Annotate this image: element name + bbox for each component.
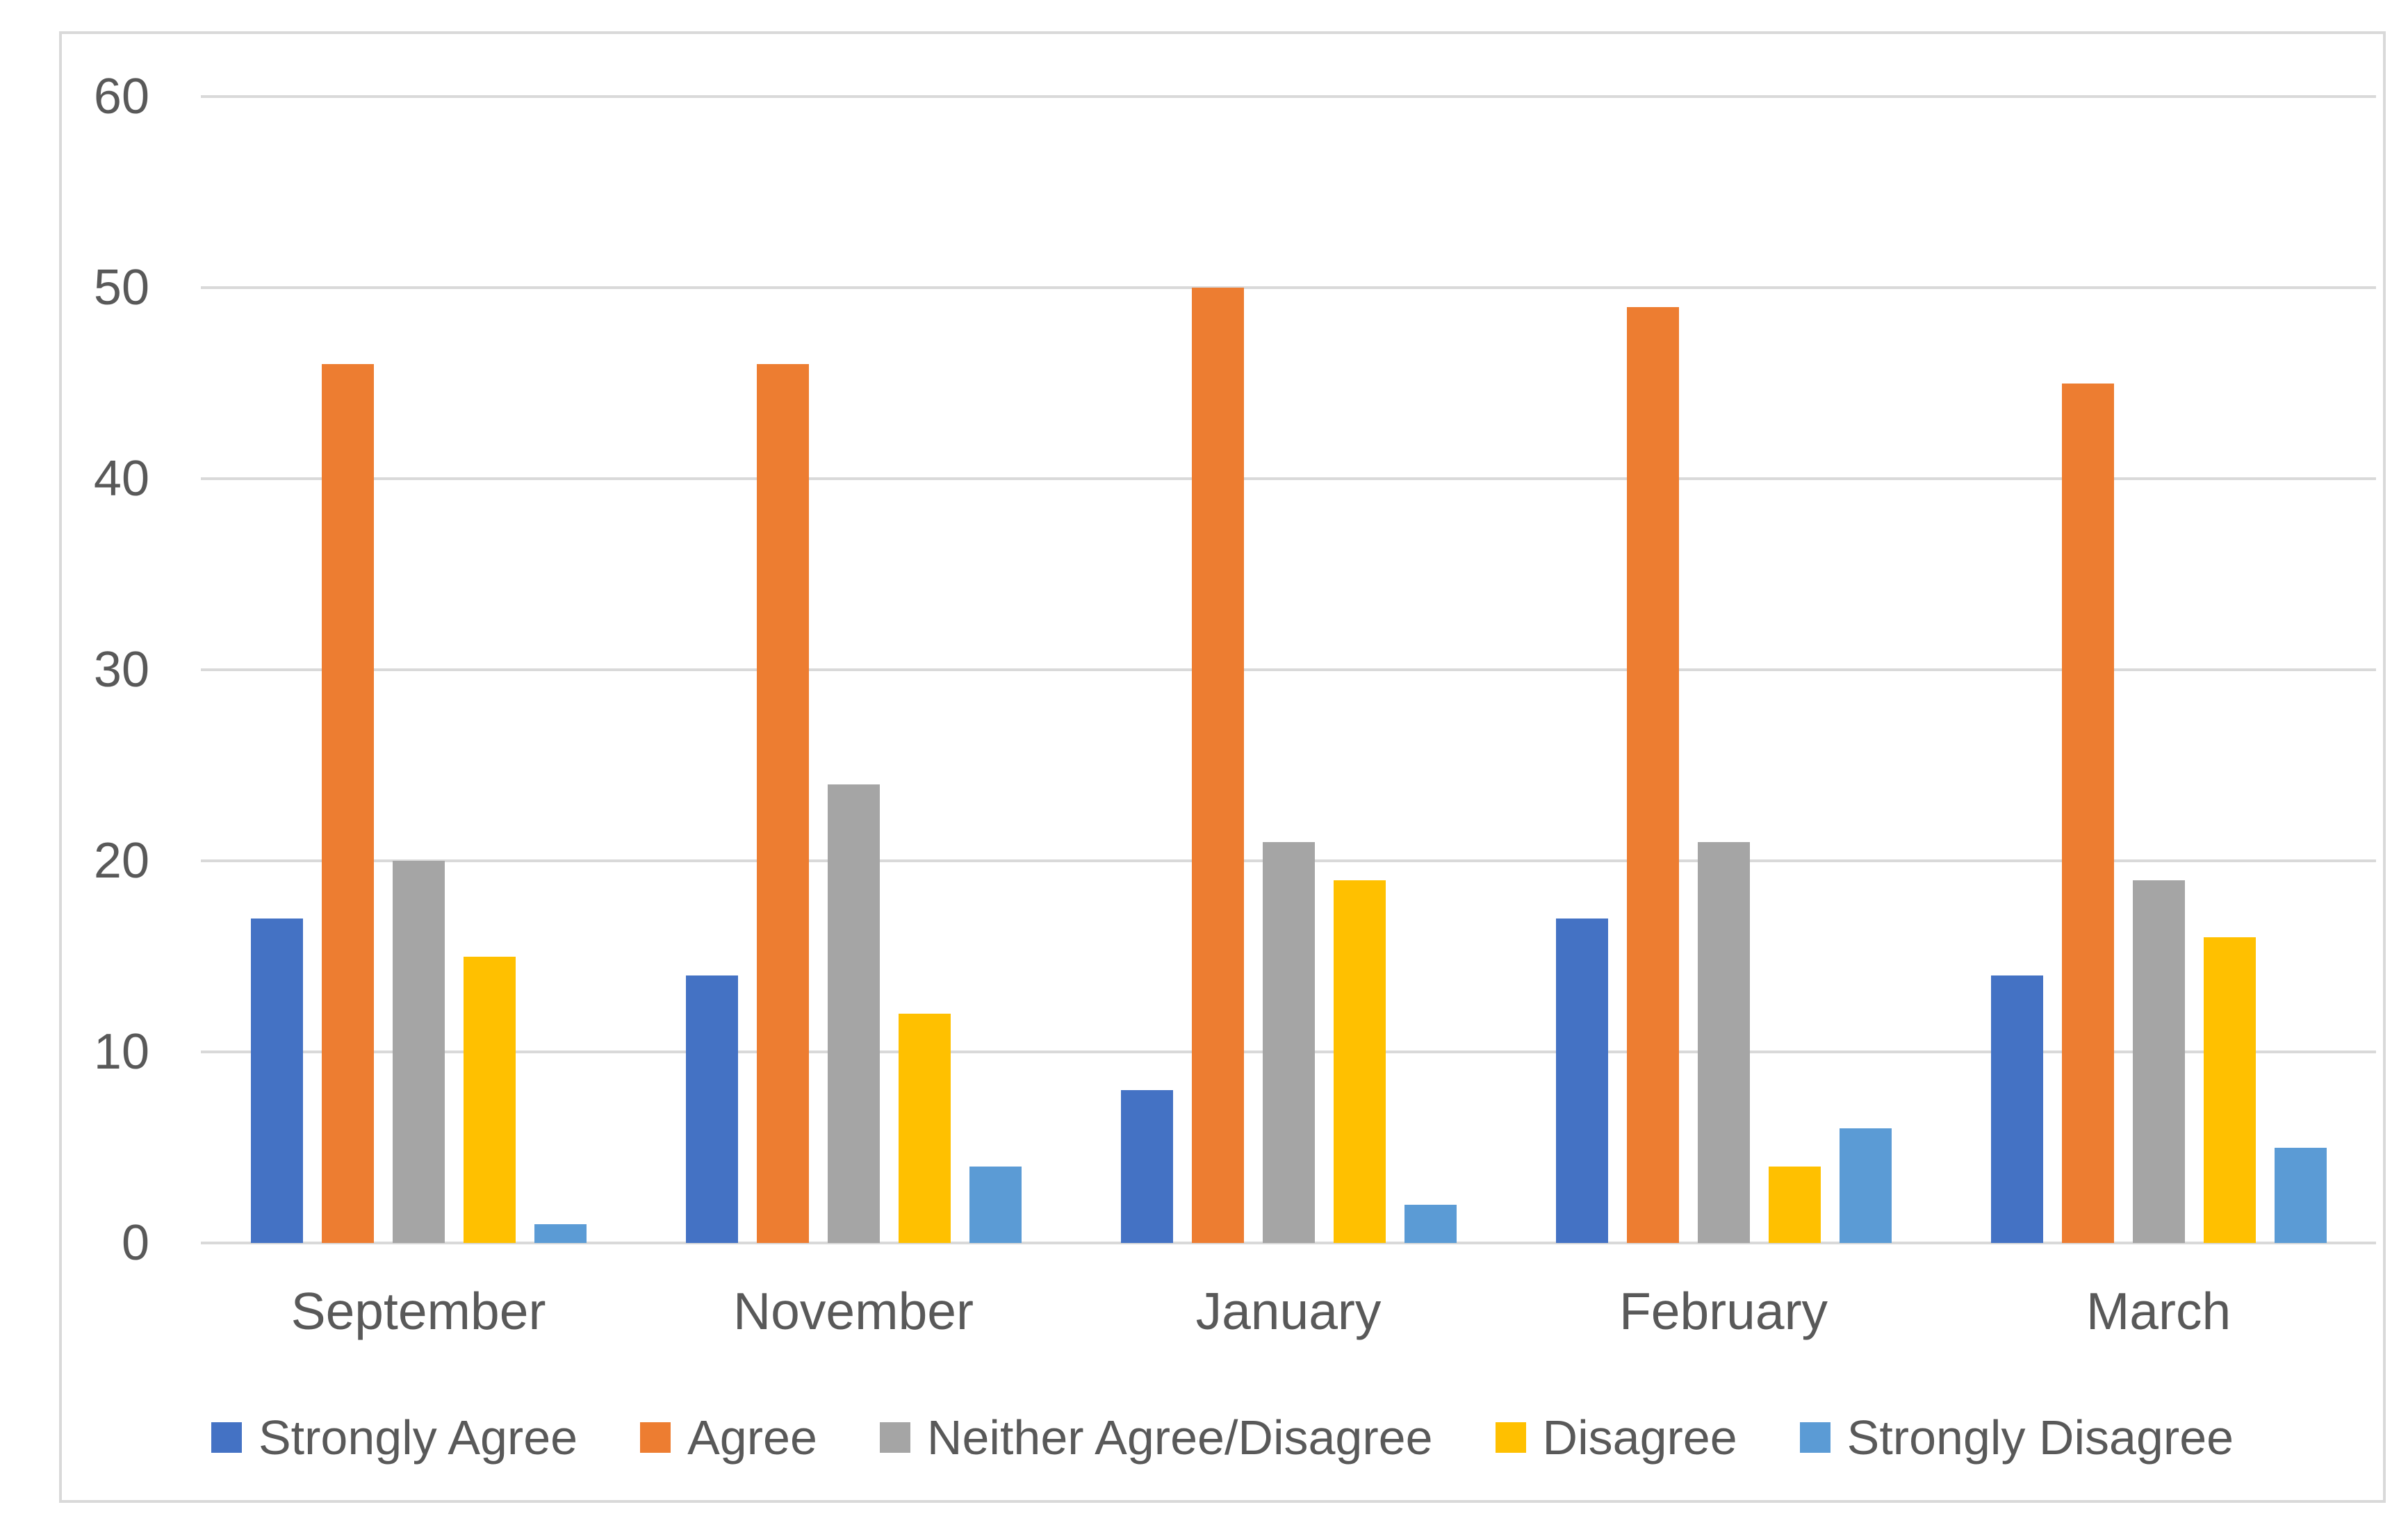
y-axis: 0 10 20 30 40 50 60 xyxy=(62,72,149,1268)
y-axis-tick-label-20: 20 xyxy=(93,833,149,889)
bar-january-agree xyxy=(1191,288,1244,1243)
gridline-50 xyxy=(201,286,2376,289)
legend-item-disagree: Disagree xyxy=(1495,1410,1737,1465)
legend-item-strongly-agree: Strongly Agree xyxy=(211,1410,578,1465)
legend-item-neither-agree-disagree: Neither Agree/Disagree xyxy=(879,1410,1433,1465)
legend-label-agree: Agree xyxy=(687,1410,817,1465)
bar-march-agree xyxy=(2061,383,2114,1243)
y-axis-tick-label-10: 10 xyxy=(93,1024,149,1080)
bar-groups-layer xyxy=(201,97,2376,1243)
y-axis-tick-label-60: 60 xyxy=(93,69,149,124)
x-axis-label-january: January xyxy=(1195,1282,1382,1340)
x-axis-label-february: February xyxy=(1619,1282,1828,1340)
legend-swatch-agree xyxy=(640,1422,671,1453)
bar-january-disagree xyxy=(1333,880,1386,1243)
bar-november-agree xyxy=(756,364,809,1243)
bar-january-strongly-disagree xyxy=(1404,1205,1457,1243)
y-axis-tick-label-40: 40 xyxy=(93,451,149,507)
x-axis-label-september: September xyxy=(290,1282,546,1340)
legend-swatch-strongly-agree xyxy=(211,1422,242,1453)
bar-february-neither-agree-disagree xyxy=(1697,841,1750,1243)
legend-swatch-neither-agree-disagree xyxy=(879,1422,910,1453)
x-axis-labels: September November January February March xyxy=(201,1281,2376,1341)
gridline-30 xyxy=(201,668,2376,671)
bar-january-strongly-agree xyxy=(1120,1090,1173,1243)
bar-february-strongly-agree xyxy=(1555,918,1608,1243)
bar-march-strongly-agree xyxy=(1990,975,2043,1243)
x-axis-label-november: November xyxy=(733,1282,974,1340)
legend-label-strongly-disagree: Strongly Disagree xyxy=(1846,1410,2234,1465)
legend-label-disagree: Disagree xyxy=(1542,1410,1737,1465)
legend-label-strongly-agree: Strongly Agree xyxy=(258,1410,578,1465)
bar-group-march xyxy=(1941,97,2376,1243)
bar-january-neither-agree-disagree xyxy=(1262,841,1315,1243)
bar-september-agree xyxy=(321,364,374,1243)
bar-november-strongly-disagree xyxy=(969,1167,1022,1243)
y-axis-tick-label-50: 50 xyxy=(93,260,149,315)
legend-label-neither-agree-disagree: Neither Agree/Disagree xyxy=(926,1410,1433,1465)
gridline-60 xyxy=(201,95,2376,98)
bar-march-strongly-disagree xyxy=(2274,1147,2327,1243)
bar-groups xyxy=(201,97,2376,1243)
bar-march-neither-agree-disagree xyxy=(2132,880,2185,1243)
plot-area xyxy=(201,95,2376,1244)
legend-swatch-disagree xyxy=(1495,1422,1526,1453)
legend-item-agree: Agree xyxy=(640,1410,817,1465)
bar-september-disagree xyxy=(463,956,516,1243)
bar-february-disagree xyxy=(1768,1167,1821,1243)
y-axis-tick-label-0: 0 xyxy=(121,1215,149,1271)
bar-september-strongly-agree xyxy=(250,918,303,1243)
bar-group-february xyxy=(1506,97,1941,1243)
bar-november-strongly-agree xyxy=(685,975,738,1243)
bar-group-january xyxy=(1071,97,1506,1243)
bar-november-disagree xyxy=(898,1014,951,1243)
bar-november-neither-agree-disagree xyxy=(827,784,880,1243)
bar-february-agree xyxy=(1626,306,1679,1243)
legend-swatch-strongly-disagree xyxy=(1799,1422,1830,1453)
x-axis-line xyxy=(201,1242,2376,1244)
legend-item-strongly-disagree: Strongly Disagree xyxy=(1799,1410,2234,1465)
bar-group-september xyxy=(201,97,636,1243)
bar-february-strongly-disagree xyxy=(1839,1128,1892,1243)
bar-march-disagree xyxy=(2203,937,2256,1243)
chart-frame: 0 10 20 30 40 50 60 September November January Fe… xyxy=(59,31,2386,1503)
gridline-40 xyxy=(201,477,2376,481)
x-axis-label-march: March xyxy=(2086,1282,2231,1340)
bar-group-november xyxy=(636,97,1071,1243)
bar-september-strongly-disagree xyxy=(534,1224,587,1243)
legend: Strongly Agree Agree Neither Agree/Disagre… xyxy=(62,1399,2383,1476)
bar-september-neither-agree-disagree xyxy=(392,861,445,1243)
y-axis-tick-label-30: 30 xyxy=(93,642,149,698)
